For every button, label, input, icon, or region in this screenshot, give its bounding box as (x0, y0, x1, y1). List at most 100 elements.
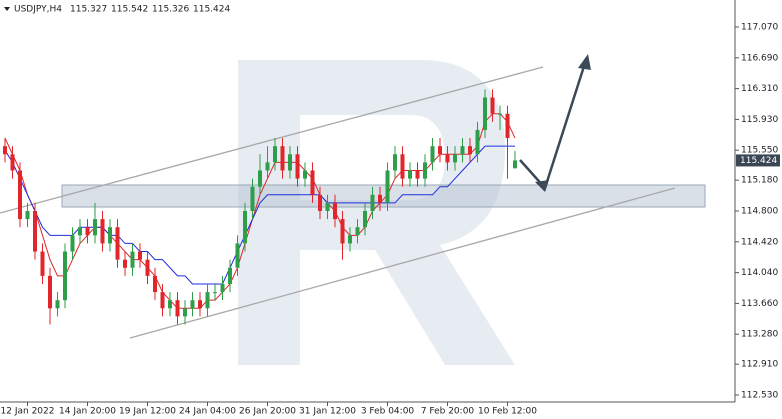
candle-body (393, 154, 397, 171)
y-tick-label: 114.420 (741, 237, 778, 247)
candle-body (490, 97, 495, 114)
candle-body (70, 235, 75, 252)
ohlc-close: 115.424 (193, 5, 230, 15)
candle-body (325, 202, 330, 212)
candle-body (153, 275, 157, 293)
channel-lower (129, 187, 676, 339)
candle-body (333, 202, 337, 220)
candle-body (145, 259, 150, 276)
menu-icon (4, 7, 10, 11)
candle-body (243, 211, 247, 244)
watermark (238, 60, 515, 365)
candle-body (385, 170, 390, 203)
candle-body (48, 275, 52, 309)
candle-body (513, 160, 517, 169)
candle-body (78, 227, 82, 236)
candle-body (250, 186, 255, 212)
candle-body (123, 259, 127, 268)
ohlc-open: 115.327 (70, 5, 107, 15)
candle-body (85, 227, 90, 236)
x-tick-label: 31 Jan 12:00 (299, 407, 356, 417)
price-label-box (736, 154, 780, 167)
x-tick-label: 3 Feb 04:00 (361, 407, 415, 417)
candle-body (265, 162, 270, 171)
y-tick-label: 115.930 (741, 115, 778, 125)
x-tick-label: 7 Feb 20:00 (421, 407, 475, 417)
candle-body (288, 154, 292, 171)
candle-body (33, 211, 37, 252)
candle-body (280, 146, 285, 171)
candle-body (423, 162, 427, 179)
y-tick-label: 112.530 (741, 391, 778, 401)
x-tick-label: 24 Jan 04:00 (179, 407, 236, 417)
y-tick-label: 115.180 (741, 176, 778, 186)
candle-body (198, 300, 202, 309)
candle-body (175, 300, 180, 317)
candle-body (235, 243, 240, 268)
candle-body (340, 219, 345, 244)
x-tick-label: 26 Jan 20:00 (239, 407, 296, 417)
candle-body (505, 113, 510, 139)
price-label: 115.424 (740, 156, 777, 166)
candle-body (445, 154, 450, 163)
candle-body (475, 129, 480, 155)
candle-body (40, 251, 45, 276)
candle-body (295, 154, 300, 179)
candle-body (213, 292, 217, 294)
x-tick-label: 19 Jan 12:00 (119, 407, 176, 417)
plot (3, 89, 517, 325)
candle-body (348, 235, 352, 244)
candle-body (115, 227, 120, 260)
candle-body (483, 97, 487, 130)
support-zone (61, 184, 706, 208)
candle-body (303, 170, 307, 179)
y-tick-label: 114.040 (741, 268, 778, 278)
candle-body (370, 194, 375, 212)
candle-body (63, 251, 67, 301)
candle-body (160, 292, 165, 309)
candle-body (258, 170, 262, 187)
candle-body (168, 300, 172, 309)
chart-title: USDJPY,H4 (14, 5, 62, 15)
candle-body (400, 154, 405, 179)
y-tick-label: 113.280 (741, 330, 778, 340)
candle-body (18, 170, 22, 220)
candle-body (220, 283, 225, 293)
candle-body (138, 251, 142, 260)
candle-body (355, 227, 360, 236)
candle-body (100, 219, 105, 244)
candle-body (460, 146, 465, 155)
y-tick-label: 114.800 (741, 207, 778, 217)
channel-upper (0, 66, 544, 214)
y-tick-label: 117.070 (741, 22, 778, 32)
y-tick-label: 113.660 (741, 299, 778, 309)
candle-body (273, 146, 277, 163)
candle-body (190, 300, 195, 309)
indicator-line (4, 145, 515, 285)
candle-body (228, 267, 232, 284)
candle-body (318, 194, 322, 212)
arrow-head (535, 180, 549, 192)
candle-body (183, 308, 187, 317)
candle-body (498, 113, 502, 115)
candle-body (408, 170, 412, 179)
candle-body (93, 219, 97, 236)
candle-body (378, 194, 382, 203)
candle-body (55, 300, 60, 309)
candle-body (205, 292, 210, 309)
y-tick-label: 112.910 (741, 360, 778, 370)
x-tick-label: 12 Jan 2022 (1, 407, 55, 417)
ohlc-low: 115.326 (152, 5, 189, 15)
candle-body (453, 154, 457, 163)
candle-body (25, 211, 30, 220)
x-tick-label: 10 Feb 12:00 (478, 407, 537, 417)
candle-body (108, 227, 112, 244)
candle-body (438, 146, 442, 155)
candle-body (3, 146, 7, 155)
y-tick-label: 116.310 (741, 84, 778, 94)
candle-body (130, 251, 135, 268)
arrow-head (578, 54, 591, 70)
candle-body (310, 170, 315, 195)
y-tick-label: 116.690 (741, 53, 778, 63)
